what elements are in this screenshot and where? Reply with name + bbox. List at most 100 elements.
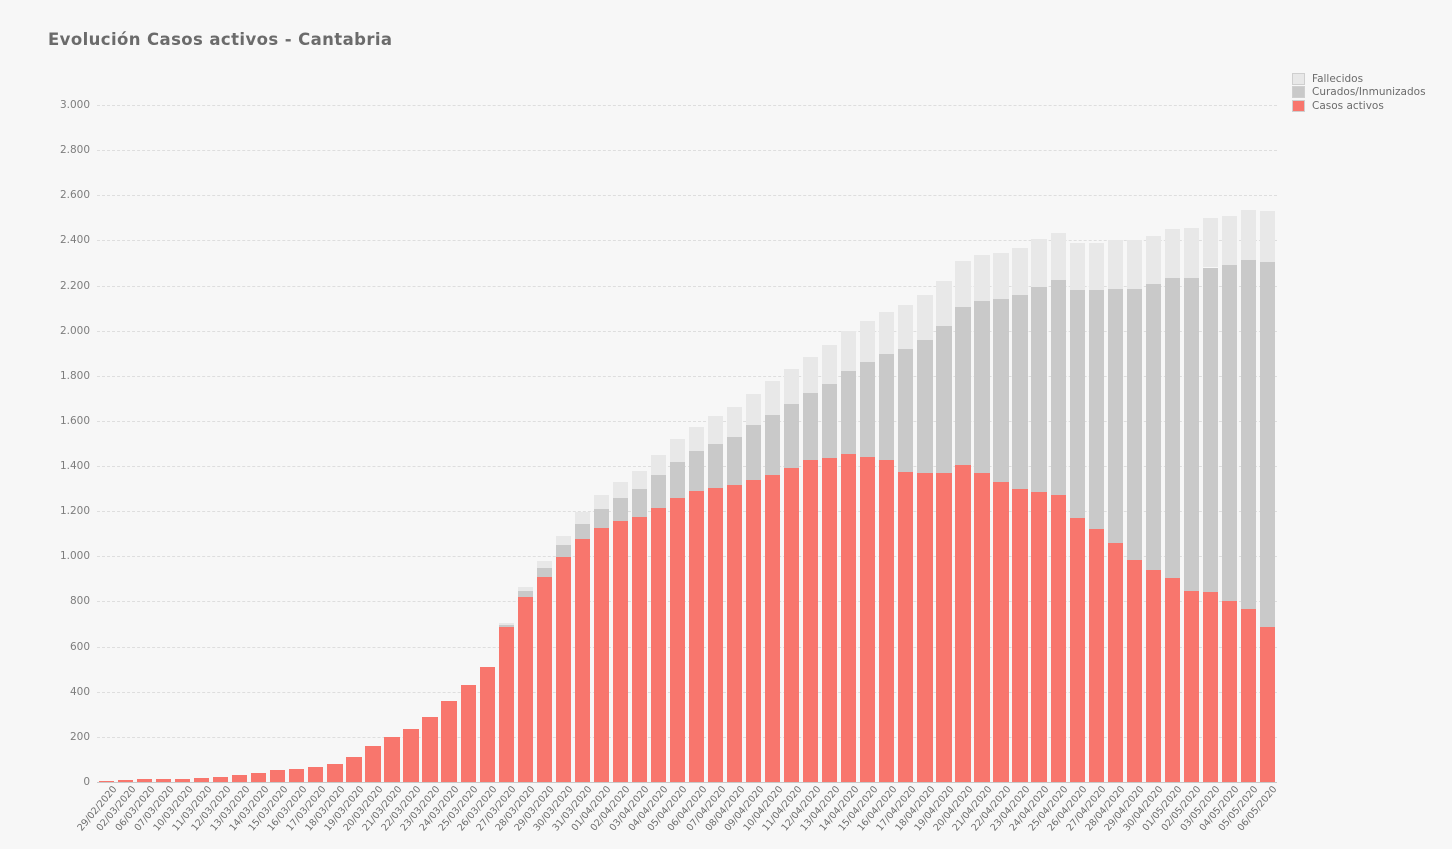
bar-segment[interactable] <box>860 457 876 782</box>
bar-segment[interactable] <box>1259 261 1276 628</box>
bar-segment[interactable] <box>917 294 933 340</box>
bar-group[interactable] <box>1107 240 1123 782</box>
bar-segment[interactable] <box>574 512 590 524</box>
bar-group[interactable] <box>955 260 971 782</box>
bar-group[interactable] <box>365 745 381 782</box>
bar-segment[interactable] <box>936 281 952 327</box>
bar-group[interactable] <box>536 560 552 782</box>
bar-group[interactable] <box>117 779 134 782</box>
bar-group[interactable] <box>1031 239 1047 782</box>
bar-segment[interactable] <box>784 369 800 405</box>
bar-group[interactable] <box>974 255 990 782</box>
bar-group[interactable] <box>136 779 153 782</box>
bar-group[interactable] <box>993 252 1009 782</box>
bar-group[interactable] <box>1088 242 1104 782</box>
bar-segment[interactable] <box>1050 279 1066 496</box>
bar-segment[interactable] <box>1145 235 1161 285</box>
bar-group[interactable] <box>251 772 267 782</box>
bar-segment[interactable] <box>707 416 724 444</box>
bar-group[interactable] <box>422 716 438 782</box>
bar-group[interactable] <box>1240 209 1257 782</box>
bar-segment[interactable] <box>1202 592 1218 782</box>
bar-segment[interactable] <box>974 255 990 302</box>
bar-segment[interactable] <box>993 299 1009 482</box>
bar-group[interactable] <box>194 778 210 782</box>
bar-group[interactable] <box>498 622 514 782</box>
bar-segment[interactable] <box>517 586 533 592</box>
bar-group[interactable] <box>1183 228 1199 782</box>
bar-segment[interactable] <box>631 488 648 517</box>
bar-segment[interactable] <box>822 458 838 782</box>
bar-group[interactable] <box>213 777 229 782</box>
bar-segment[interactable] <box>517 596 533 782</box>
bar-segment[interactable] <box>536 567 552 577</box>
bar-segment[interactable] <box>1221 601 1238 782</box>
bar-group[interactable] <box>917 294 933 782</box>
bar-segment[interactable] <box>1107 240 1123 289</box>
bar-segment[interactable] <box>707 443 724 488</box>
bar-segment[interactable] <box>1107 288 1123 543</box>
bar-group[interactable] <box>1221 215 1238 782</box>
bar-segment[interactable] <box>803 460 819 782</box>
bar-segment[interactable] <box>898 471 914 782</box>
bar-group[interactable] <box>270 770 286 782</box>
bar-segment[interactable] <box>1145 569 1161 782</box>
bar-segment[interactable] <box>1259 211 1276 262</box>
bar-group[interactable] <box>841 330 857 782</box>
bar-segment[interactable] <box>746 425 762 480</box>
bar-segment[interactable] <box>1031 286 1047 493</box>
bar-segment[interactable] <box>765 475 781 782</box>
bar-segment[interactable] <box>555 545 571 558</box>
bar-segment[interactable] <box>974 472 990 782</box>
bar-segment[interactable] <box>993 481 1009 782</box>
bar-group[interactable] <box>650 454 667 782</box>
bar-segment[interactable] <box>784 468 800 782</box>
bar-segment[interactable] <box>669 461 686 498</box>
bar-group[interactable] <box>1012 248 1028 782</box>
bar-group[interactable] <box>441 700 457 782</box>
bar-segment[interactable] <box>1031 239 1047 287</box>
bar-group[interactable] <box>746 393 762 782</box>
bar-group[interactable] <box>898 304 914 782</box>
bar-segment[interactable] <box>593 495 609 509</box>
bar-segment[interactable] <box>688 426 705 452</box>
bar-segment[interactable] <box>384 736 400 782</box>
bar-group[interactable] <box>308 767 324 782</box>
bar-segment[interactable] <box>555 536 571 546</box>
bar-segment[interactable] <box>669 439 686 462</box>
bar-segment[interactable] <box>803 392 819 461</box>
bar-segment[interactable] <box>403 728 419 782</box>
bar-group[interactable] <box>803 356 819 782</box>
legend-item[interactable]: Fallecidos <box>1292 72 1452 86</box>
bar-segment[interactable] <box>498 627 514 782</box>
bar-segment[interactable] <box>232 775 248 782</box>
bar-segment[interactable] <box>746 393 762 426</box>
bar-segment[interactable] <box>1069 242 1085 291</box>
bar-segment[interactable] <box>631 470 648 489</box>
bar-segment[interactable] <box>631 516 648 782</box>
bar-group[interactable] <box>1202 217 1218 782</box>
bar-segment[interactable] <box>955 260 971 307</box>
bar-segment[interactable] <box>517 591 533 597</box>
bar-segment[interactable] <box>460 684 476 782</box>
bar-segment[interactable] <box>1240 209 1257 260</box>
bar-group[interactable] <box>726 407 743 782</box>
bar-segment[interactable] <box>841 453 857 782</box>
bar-segment[interactable] <box>1012 294 1028 489</box>
bar-segment[interactable] <box>1164 277 1180 578</box>
bar-group[interactable] <box>1259 211 1276 782</box>
bar-segment[interactable] <box>1164 577 1180 782</box>
bar-segment[interactable] <box>1069 290 1085 518</box>
bar-segment[interactable] <box>898 304 914 349</box>
bar-segment[interactable] <box>498 622 514 626</box>
bar-segment[interactable] <box>1221 265 1238 602</box>
bar-group[interactable] <box>593 495 609 782</box>
bar-segment[interactable] <box>1069 517 1085 782</box>
bar-segment[interactable] <box>955 464 971 782</box>
bar-segment[interactable] <box>270 770 286 782</box>
bar-group[interactable] <box>631 470 648 782</box>
bar-segment[interactable] <box>917 472 933 782</box>
bar-group[interactable] <box>1164 229 1180 782</box>
bar-segment[interactable] <box>860 320 876 363</box>
bar-group[interactable] <box>98 780 115 782</box>
